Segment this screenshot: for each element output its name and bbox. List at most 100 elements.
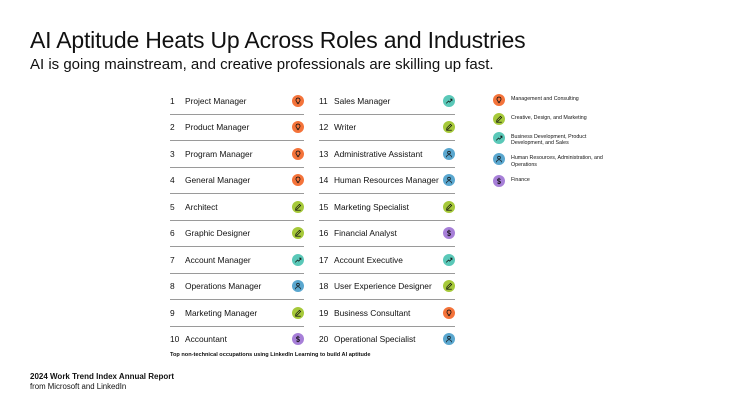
pencil-icon — [292, 200, 304, 213]
occupation-rank: 16 — [319, 228, 329, 239]
occupation-name: Operations Manager — [185, 281, 262, 292]
report-title: 2024 Work Trend Index Annual Report — [30, 372, 175, 381]
report-source: from Microsoft and LinkedIn — [30, 382, 127, 391]
occupation-name: General Manager — [185, 175, 251, 186]
occupation-name: Project Manager — [185, 95, 247, 106]
pencil-icon — [493, 113, 505, 125]
occupation-list-right: 11 Sales Manager 12 Writer 13 Administrative … — [319, 88, 455, 352]
occupation-name: Architect — [185, 201, 218, 212]
page-subtitle: AI is going mainstream, and creative pro… — [30, 56, 494, 73]
person-icon — [443, 174, 455, 187]
occupation-name: Product Manager — [185, 122, 250, 133]
lightbulb-icon — [493, 94, 505, 106]
occupation-row: 15 Marketing Specialist — [319, 194, 455, 221]
occupation-rank: 10 — [170, 334, 180, 345]
occupation-name: Administrative Assistant — [334, 148, 423, 159]
pencil-icon — [292, 306, 304, 319]
occupation-rank: 15 — [319, 201, 329, 212]
occupation-rank: 17 — [319, 254, 329, 265]
legend-item-business: Business Development, Product Developmen… — [493, 132, 603, 146]
legend-item-hr: Human Resources, Administration, and Ope… — [493, 153, 603, 168]
occupation-rank: 9 — [170, 307, 175, 318]
footnote: Top non-technical occupations using Link… — [170, 352, 371, 358]
occupation-row: 6 Graphic Designer — [170, 221, 304, 247]
trend-up-icon — [443, 94, 455, 107]
pencil-icon — [443, 200, 455, 213]
legend-label: Management and Consulting — [511, 96, 579, 102]
legend-label: Finance — [511, 176, 530, 183]
occupation-rank: 7 — [170, 254, 175, 265]
occupation-name: Writer — [334, 122, 357, 133]
lightbulb-icon — [292, 94, 304, 107]
legend-item-creative: Creative, Design, and Marketing — [493, 113, 603, 125]
occupation-row: 3 Program Manager — [170, 141, 304, 168]
occupation-name: Operational Specialist — [334, 334, 416, 345]
occupation-name: Graphic Designer — [185, 228, 251, 239]
legend-item-management: Management and Consulting — [493, 94, 603, 106]
lightbulb-icon — [292, 121, 304, 134]
legend-label: Creative, Design, and Marketing — [511, 115, 587, 121]
occupation-row: 13 Administrative Assistant — [319, 141, 455, 168]
occupation-row: 9 Marketing Manager — [170, 300, 304, 327]
occupation-row: 4 General Manager — [170, 168, 304, 194]
page-title: AI Aptitude Heats Up Across Roles and In… — [30, 27, 526, 53]
occupation-rank: 1 — [170, 95, 175, 106]
legend-item-finance: Finance — [493, 174, 603, 187]
person-icon — [292, 280, 304, 293]
occupation-rank: 4 — [170, 175, 175, 186]
occupation-row: 17 Account Executive — [319, 247, 455, 274]
legend-label: Human Resources, Administration, and Ope… — [511, 155, 603, 168]
occupation-rank: 8 — [170, 281, 175, 292]
occupation-rank: 12 — [319, 122, 329, 133]
occupation-row: 5 Architect — [170, 194, 304, 221]
occupation-rank: 6 — [170, 228, 175, 239]
occupation-rank: 5 — [170, 201, 175, 212]
occupation-rank: 3 — [170, 148, 175, 159]
occupation-row: 10 Accountant — [170, 327, 304, 353]
occupation-row: 2 Product Manager — [170, 115, 304, 141]
pencil-icon — [443, 121, 455, 134]
trend-up-icon — [292, 253, 304, 266]
occupation-row: 20 Operational Specialist — [319, 327, 455, 353]
occupation-name: Marketing Manager — [185, 307, 258, 318]
trend-up-icon — [493, 132, 505, 144]
occupation-rank: 19 — [319, 307, 329, 318]
trend-up-icon — [443, 253, 455, 266]
occupation-name: Accountant — [185, 334, 227, 345]
occupation-rank: 13 — [319, 148, 329, 159]
occupation-rank: 20 — [319, 334, 329, 345]
occupation-row: 11 Sales Manager — [319, 88, 455, 115]
occupation-row: 19 Business Consultant — [319, 300, 455, 327]
dollar-icon — [493, 174, 505, 187]
occupation-row: 1 Project Manager — [170, 88, 304, 115]
dollar-icon — [292, 333, 304, 346]
occupation-row: 8 Operations Manager — [170, 274, 304, 300]
lightbulb-icon — [443, 306, 455, 319]
occupation-row: 14 Human Resources Manager — [319, 168, 455, 194]
occupation-name: Account Executive — [334, 254, 403, 265]
occupation-name: Human Resources Manager — [334, 175, 439, 186]
occupation-name: Sales Manager — [334, 95, 391, 106]
dollar-icon — [443, 227, 455, 240]
lightbulb-icon — [292, 174, 304, 187]
occupation-name: Program Manager — [185, 148, 253, 159]
occupation-name: User Experience Designer — [334, 281, 432, 292]
occupation-rank: 2 — [170, 122, 175, 133]
occupation-name: Account Manager — [185, 254, 251, 265]
occupation-name: Business Consultant — [334, 307, 411, 318]
occupation-row: 16 Financial Analyst — [319, 221, 455, 247]
occupation-name: Marketing Specialist — [334, 201, 409, 212]
person-icon — [443, 333, 455, 346]
occupation-list-left: 1 Project Manager 2 Product Manager 3 Program… — [170, 88, 304, 352]
category-legend: Management and Consulting Creative, Desig… — [493, 94, 603, 194]
occupation-name: Financial Analyst — [334, 228, 397, 239]
legend-label: Business Development, Product Developmen… — [511, 134, 587, 147]
person-icon — [493, 153, 505, 166]
occupation-row: 12 Writer — [319, 115, 455, 141]
occupation-row: 18 User Experience Designer — [319, 274, 455, 300]
occupation-row: 7 Account Manager — [170, 247, 304, 274]
pencil-icon — [292, 227, 304, 240]
occupation-rank: 11 — [319, 95, 328, 106]
occupation-rank: 18 — [319, 281, 329, 292]
occupation-rank: 14 — [319, 175, 329, 186]
